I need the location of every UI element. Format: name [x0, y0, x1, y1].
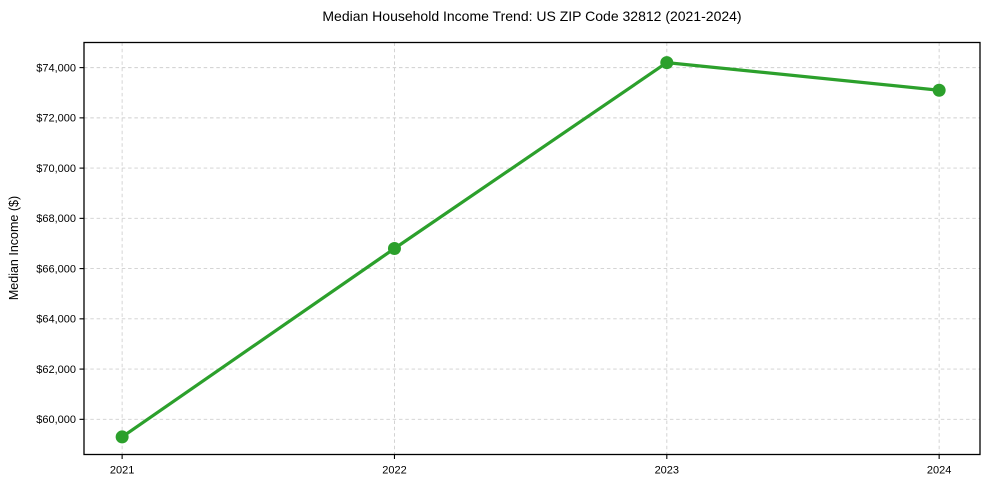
x-tick-label: 2024: [927, 465, 951, 477]
x-tick-label: 2022: [382, 465, 406, 477]
y-tick-label: $68,000: [36, 213, 76, 225]
chart-title: Median Household Income Trend: US ZIP Co…: [322, 8, 742, 24]
data-point-marker: [115, 430, 129, 444]
axes-spines: [83, 41, 981, 456]
data-point-marker: [660, 56, 674, 70]
data-point-marker: [387, 242, 401, 255]
y-tick-label: $64,000: [36, 314, 76, 326]
x-tick-label: 2023: [655, 465, 679, 477]
y-tick-label: $66,000: [36, 263, 76, 275]
y-tick-label: $74,000: [36, 62, 76, 74]
y-tick-label: $70,000: [36, 163, 76, 175]
x-tick-label: 2021: [110, 465, 134, 477]
y-tick-label: $72,000: [36, 113, 76, 125]
data-line: [120, 60, 941, 439]
y-tick-label: $62,000: [36, 364, 76, 376]
data-point-marker: [932, 83, 946, 97]
y-tick-label: $60,000: [36, 414, 76, 426]
